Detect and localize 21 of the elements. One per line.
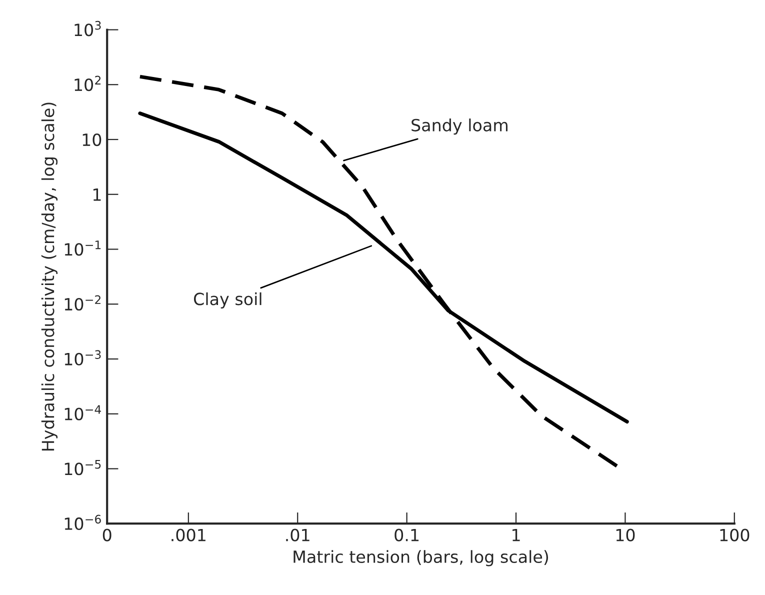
y-tick-label: 10$^{2}$ — [74, 76, 101, 92]
y-tick-label: 10 — [82, 133, 102, 146]
y-tick-label: 10$^{−6}$ — [64, 514, 101, 530]
annotation: Clay soil — [194, 292, 262, 309]
x-tick-label: 10 — [616, 528, 635, 542]
x-axis-title: Matric tension (bars, log scale) — [294, 550, 548, 566]
y-axis-title: Hydraulic conductivity (cm/day, log scale) — [41, 102, 58, 450]
y-tick-label: 10$^{−3}$ — [64, 350, 101, 366]
y-tick-label: 10$^{−2}$ — [64, 295, 100, 311]
y-tick-label: 1 — [93, 188, 101, 201]
y-tick-label: 10$^{3}$ — [74, 20, 101, 36]
annotation: Sandy loam — [412, 118, 508, 135]
x-tick-label: 1 — [512, 528, 520, 542]
x-tick-label: .01 — [286, 528, 310, 542]
y-tick-label: 10$^{−5}$ — [64, 460, 101, 476]
x-tick-label: 100 — [720, 528, 750, 542]
x-tick-label: .001 — [172, 528, 206, 542]
y-tick-label: 10$^{−1}$ — [64, 240, 101, 256]
x-tick-label: 0 — [102, 528, 112, 542]
x-tick-label: 0.1 — [394, 528, 419, 542]
y-tick-label: 10$^{−4}$ — [64, 405, 101, 420]
